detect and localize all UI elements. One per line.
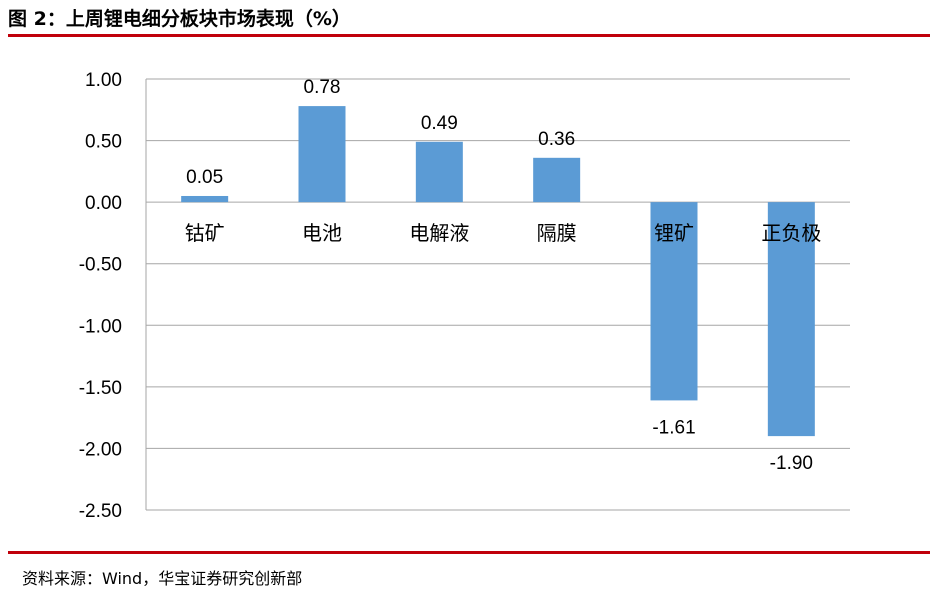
category-label: 电池 bbox=[302, 221, 342, 245]
bar bbox=[650, 202, 698, 401]
y-tick-label: 1.00 bbox=[85, 70, 122, 91]
bar bbox=[298, 106, 346, 203]
y-tick-label: -2.50 bbox=[79, 501, 122, 522]
top-rule bbox=[8, 34, 930, 37]
data-label: 0.49 bbox=[421, 113, 458, 134]
data-label: 0.78 bbox=[304, 77, 341, 98]
bar bbox=[415, 141, 463, 203]
category-label: 正负极 bbox=[761, 221, 821, 245]
category-label: 锂矿 bbox=[654, 221, 694, 245]
bar bbox=[767, 202, 815, 437]
category-label: 钴矿 bbox=[185, 221, 225, 245]
bar bbox=[533, 157, 581, 203]
data-label: 0.05 bbox=[186, 167, 223, 188]
y-tick-label: 0.50 bbox=[85, 132, 122, 153]
figure-title: 图 2：上周锂电细分板块市场表现（%） bbox=[8, 8, 351, 30]
data-label: -1.61 bbox=[652, 417, 695, 438]
bottom-rule bbox=[8, 551, 930, 554]
y-tick-label: -2.00 bbox=[79, 439, 122, 460]
data-label: -1.90 bbox=[770, 453, 813, 474]
source-note: 资料来源：Wind，华宝证券研究创新部 bbox=[22, 569, 303, 588]
category-label: 隔膜 bbox=[537, 221, 577, 245]
y-tick-label: -1.00 bbox=[79, 316, 122, 337]
bar bbox=[181, 195, 229, 203]
y-tick-label: -0.50 bbox=[79, 255, 122, 276]
y-tick-label: 0.00 bbox=[85, 193, 122, 214]
category-label: 电解液 bbox=[409, 221, 469, 245]
data-label: 0.36 bbox=[538, 129, 575, 150]
y-tick-label: -1.50 bbox=[79, 378, 122, 399]
